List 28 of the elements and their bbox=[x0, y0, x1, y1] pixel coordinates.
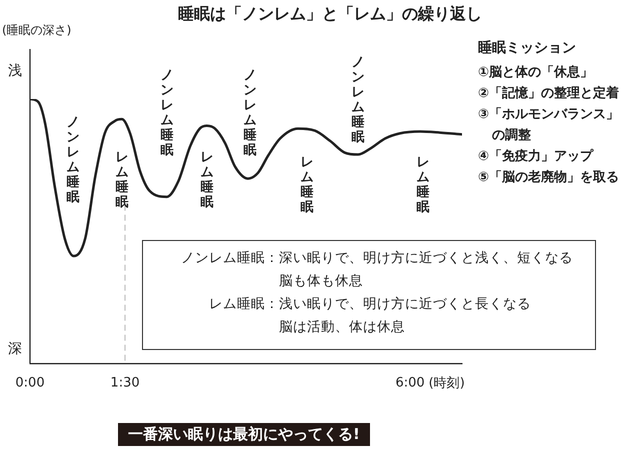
text: ③「ホルモンバランス」 bbox=[478, 106, 620, 124]
text: (睡眠の深さ) bbox=[2, 22, 72, 39]
text: ⑤「脳の老廃物」を取る bbox=[478, 168, 620, 187]
annotation: レム睡眠 bbox=[300, 155, 314, 215]
annotation: ノンレム睡眠 bbox=[244, 68, 256, 158]
annotation: ノンレム睡眠：深い眠りで、明け方に近づくと浅く、短くなる bbox=[180, 249, 573, 268]
x-tick-label: 1:30 bbox=[110, 376, 140, 391]
text: ②「記憶」の整理と定着 bbox=[478, 84, 620, 103]
text: ①脳と体の「休息」 bbox=[478, 64, 594, 82]
annotation: 脳も体も休息 bbox=[279, 272, 363, 291]
x-tick-label: 6:00 bbox=[395, 376, 425, 391]
annotation: ノンレム睡眠 bbox=[160, 68, 174, 158]
chart-title: 睡眠は「ノンレム」と「レム」の繰り返し bbox=[177, 4, 483, 25]
x-tick-label: 0:00 bbox=[15, 376, 45, 391]
annotation: レム睡眠：浅い眠りで、明け方に近づくと長くなる bbox=[208, 295, 531, 314]
annotation: レム睡眠 bbox=[200, 150, 214, 210]
annotation: レム睡眠 bbox=[116, 150, 128, 210]
text: 睡眠ミッション bbox=[478, 39, 577, 58]
annotation: レム睡眠 bbox=[416, 155, 430, 215]
annotation: 脳は活動、体は休息 bbox=[279, 318, 405, 337]
text: 浅 bbox=[8, 62, 22, 80]
x-axis-title: (時刻) bbox=[428, 376, 465, 391]
text: 深 bbox=[8, 340, 22, 358]
text: 一番深い眠りは最初にやってくる! bbox=[118, 423, 370, 446]
annotation: ノンレム睡眠 bbox=[352, 55, 364, 145]
text: の調整 bbox=[491, 126, 532, 145]
annotation: ノンレム睡眠 bbox=[66, 115, 80, 205]
text: ④「免疫力」アップ bbox=[478, 148, 595, 166]
